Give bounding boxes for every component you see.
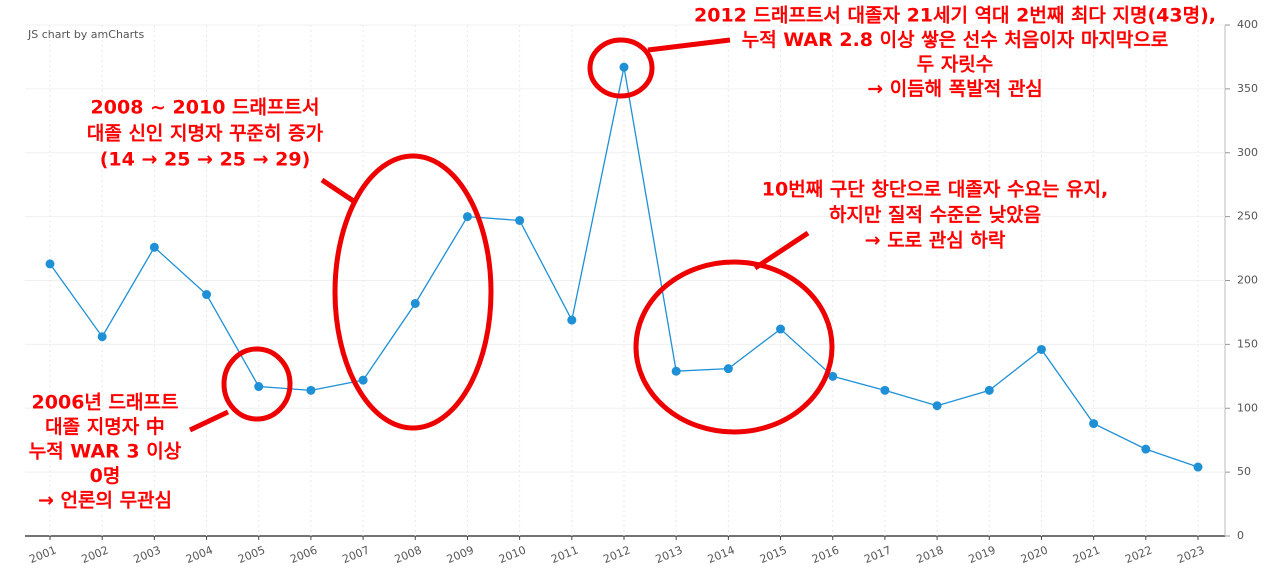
y-tick-label: 250 xyxy=(1237,210,1258,223)
point xyxy=(567,315,577,325)
x-tick-label: 2016 xyxy=(810,544,841,567)
point xyxy=(254,382,264,392)
point xyxy=(358,375,368,385)
point xyxy=(149,242,159,252)
point xyxy=(880,385,890,395)
point xyxy=(97,332,107,342)
point xyxy=(462,212,472,222)
point xyxy=(723,364,733,374)
pointer-line xyxy=(320,177,357,205)
x-tick-label: 2019 xyxy=(967,544,998,567)
annotation-shapes xyxy=(188,37,835,435)
annotation-text: 누적 WAR 2.8 이상 쌓은 선수 처음이자 마지막으로 xyxy=(742,29,1169,51)
x-tick-label: 2009 xyxy=(445,544,476,567)
pointer-line xyxy=(188,409,230,433)
annotation-text: 2006년 드래프트 xyxy=(32,392,179,414)
highlight-ellipse xyxy=(221,346,293,422)
highlight-ellipse xyxy=(332,153,494,431)
annotation-text: 누적 WAR 3 이상 xyxy=(29,441,182,463)
x-tick-label: 2022 xyxy=(1123,544,1154,567)
y-tick-label: 50 xyxy=(1237,465,1251,478)
x-tick-label: 2007 xyxy=(341,544,372,567)
annotation-text: 대졸 신인 지명자 꾸준히 증가 xyxy=(87,123,324,145)
point xyxy=(410,298,420,308)
point xyxy=(515,215,525,225)
x-tick-label: 2001 xyxy=(27,544,58,567)
x-tick-label: 2015 xyxy=(758,544,789,567)
annotation-text: (14 → 25 → 25 → 29) xyxy=(100,149,311,171)
point xyxy=(984,385,994,395)
point xyxy=(932,401,942,411)
point xyxy=(1141,444,1151,454)
point xyxy=(1193,462,1203,472)
x-tick-label: 2017 xyxy=(862,544,893,567)
x-tick-label: 2006 xyxy=(288,544,319,567)
point xyxy=(45,259,55,269)
y-tick-label: 100 xyxy=(1237,401,1258,414)
credit: JS chart by amCharts xyxy=(27,28,144,41)
y-tick-label: 0 xyxy=(1237,529,1244,542)
x-tick-label: 2013 xyxy=(654,544,685,567)
point xyxy=(1036,344,1046,354)
x-tick-label: 2012 xyxy=(601,544,632,567)
annotation-text: 0명 xyxy=(90,465,121,487)
y-tick-label: 200 xyxy=(1237,274,1258,287)
y-tick-label: 300 xyxy=(1237,146,1258,159)
annotation-text: 대졸 지명자 中 xyxy=(45,415,165,438)
pointer-line xyxy=(647,37,731,53)
highlight-ellipse xyxy=(587,37,655,99)
x-tick-label: 2002 xyxy=(80,544,111,567)
x-tick-label: 2005 xyxy=(236,544,267,567)
highlight-ellipse xyxy=(633,259,835,435)
annotation-text: → 언론의 무관심 xyxy=(38,490,172,512)
x-tick-label: 2014 xyxy=(706,544,737,567)
annotation-text: 두 자릿수 xyxy=(917,54,994,76)
x-tick-label: 2018 xyxy=(915,544,946,567)
x-tick-label: 2023 xyxy=(1175,544,1206,567)
annotation-text: → 도로 관심 하락 xyxy=(865,230,1006,252)
x-tick-label: 2010 xyxy=(497,544,528,567)
point xyxy=(619,62,629,72)
x-tick-label: 2011 xyxy=(549,544,580,567)
point xyxy=(671,366,681,376)
x-tick-label: 2004 xyxy=(184,544,215,567)
annotation-text: 10번째 구단 창단으로 대졸자 수요는 유지, xyxy=(762,179,1108,201)
point xyxy=(202,290,212,300)
annotation-text: 2012 드래프트서 대졸자 21세기 역대 2번째 최다 지명(43명), xyxy=(694,5,1216,27)
annotations: 2012 드래프트서 대졸자 21세기 역대 2번째 최다 지명(43명),누적… xyxy=(27,3,1218,514)
x-tick-label: 2021 xyxy=(1071,544,1102,567)
x-tick-label: 2020 xyxy=(1019,544,1050,567)
point xyxy=(1089,419,1099,429)
y-tick-label: 400 xyxy=(1237,18,1258,31)
y-tick-label: 350 xyxy=(1237,82,1258,95)
point xyxy=(776,324,786,334)
point xyxy=(828,371,838,381)
x-tick-label: 2003 xyxy=(132,544,163,567)
annotation-text: 2008 ~ 2010 드래프트서 xyxy=(91,97,320,119)
y-tick-label: 150 xyxy=(1237,337,1258,350)
point xyxy=(306,385,316,395)
annotation-text: 하지만 질적 수준은 낮았음 xyxy=(829,204,1041,226)
x-tick-label: 2008 xyxy=(393,544,424,567)
pointer-line xyxy=(753,230,810,271)
annotation-text: → 이듬해 폭발적 관심 xyxy=(867,78,1043,100)
